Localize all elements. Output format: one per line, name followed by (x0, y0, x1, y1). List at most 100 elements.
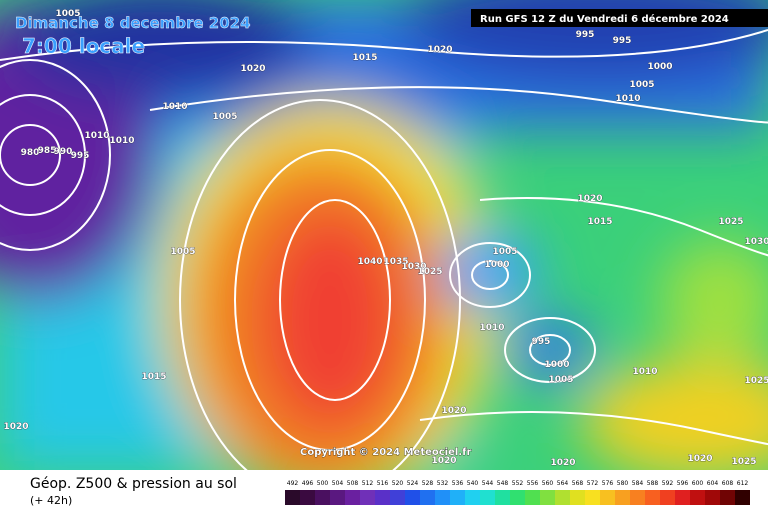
caption: Géop. Z500 & pression au sol (30, 476, 237, 492)
isobar-label: 1020 (577, 194, 602, 204)
scale-label: 604 (707, 480, 719, 487)
isobar-label: 1015 (141, 372, 166, 382)
scale-swatch (645, 490, 660, 505)
scale-label: 492 (287, 480, 299, 487)
scale-swatch (525, 490, 540, 505)
scale-swatch (510, 490, 525, 505)
scale-label: 520 (392, 480, 404, 487)
scale-label: 560 (542, 480, 554, 487)
scale-label: 528 (422, 480, 434, 487)
scale-label: 536 (452, 480, 464, 487)
scale-swatch (615, 490, 630, 505)
scale-label: 524 (407, 480, 419, 487)
scale-swatch (600, 490, 615, 505)
isobar-label: 985 (38, 146, 57, 156)
map: 1005102010151020995995100010051010101010… (0, 0, 768, 470)
isobar-label: 1025 (718, 217, 743, 227)
isobar-label: 995 (71, 151, 90, 161)
copyright: Copyright © 2024 Meteociel.fr (300, 447, 471, 458)
scale-swatch (390, 490, 405, 505)
scale-label: 504 (332, 480, 344, 487)
scale-swatch (405, 490, 420, 505)
scale-label: 496 (302, 480, 314, 487)
scale-swatch (660, 490, 675, 505)
scale-label: 552 (512, 480, 524, 487)
scale-label: 588 (647, 480, 659, 487)
run-box (471, 9, 768, 27)
isobar-label: 1025 (744, 376, 768, 386)
isobar-label: 1035 (383, 257, 408, 267)
isobar-label: 1020 (687, 454, 712, 464)
isobar-label: 995 (576, 30, 595, 40)
scale-label: 568 (572, 480, 584, 487)
isobar-label: 1020 (431, 456, 456, 466)
isobar-label: 1010 (479, 323, 504, 333)
scale-label: 584 (632, 480, 644, 487)
scale-swatch (720, 490, 735, 505)
scale-label: 572 (587, 480, 599, 487)
scale-swatch (300, 490, 315, 505)
isobar-label: 1000 (544, 360, 569, 370)
date: Dimanche 8 decembre 2024 (15, 14, 251, 32)
isobar-label: 1020 (240, 64, 265, 74)
scale-label: 540 (467, 480, 479, 487)
isobar-label: 1020 (550, 458, 575, 468)
isobar-label: 1020 (441, 406, 466, 416)
scale-label: 556 (527, 480, 539, 487)
isobar-label: 1010 (162, 102, 187, 112)
scale-label: 516 (377, 480, 389, 487)
isobar-label: 1040 (357, 257, 382, 267)
isobar-label: 995 (532, 337, 551, 347)
scale-label: 608 (722, 480, 734, 487)
scale-swatch (555, 490, 570, 505)
scale-swatch (630, 490, 645, 505)
isobar-label: 1015 (352, 53, 377, 63)
isobar-label: 1020 (3, 422, 28, 432)
isobar-label: 990 (54, 147, 73, 157)
scale-swatch (345, 490, 360, 505)
isobar-label: 1005 (492, 247, 517, 257)
scale-label: 544 (482, 480, 494, 487)
scale-swatch (495, 490, 510, 505)
isobar-label: 1015 (587, 217, 612, 227)
isobar-label: 1010 (109, 136, 134, 146)
scale-label: 580 (617, 480, 629, 487)
isobar-label: 1000 (647, 62, 672, 72)
isobar-label: 1005 (170, 247, 195, 257)
isobar-label: 980 (21, 148, 40, 158)
scale-swatch (465, 490, 480, 505)
run-info: Run GFS 12 Z du Vendredi 6 décembre 2024 (480, 13, 729, 25)
scale-swatch (285, 490, 300, 505)
isobar-label: 1000 (484, 260, 509, 270)
isobar-label: 1010 (632, 367, 657, 377)
isobar-label: 1025 (417, 267, 442, 277)
scale-label: 508 (347, 480, 359, 487)
scale-swatch (540, 490, 555, 505)
scale-swatch (435, 490, 450, 505)
scale-swatch (585, 490, 600, 505)
isobar-label: 1005 (548, 375, 573, 385)
scale-label: 600 (692, 480, 704, 487)
scale-label: 512 (362, 480, 374, 487)
scale-swatch (690, 490, 705, 505)
scale-label: 612 (737, 480, 749, 487)
scale-label: 596 (677, 480, 689, 487)
time: 7:00 locale (22, 34, 145, 58)
scale-swatch (570, 490, 585, 505)
scale-swatch (735, 490, 750, 505)
isobar-label: 1030 (744, 237, 768, 247)
scale-swatch (375, 490, 390, 505)
isobar-label: 995 (613, 36, 632, 46)
scale-swatch (450, 490, 465, 505)
isobar-label: 1010 (84, 131, 109, 141)
lead-time: (+ 42h) (30, 494, 72, 507)
scale-label: 564 (557, 480, 569, 487)
isobar-label: 1025 (731, 457, 756, 467)
scale-swatch (360, 490, 375, 505)
isobar-label: 1005 (55, 9, 80, 19)
scale-swatch (315, 490, 330, 505)
scale-swatch (480, 490, 495, 505)
isobar-label: 1030 (401, 262, 426, 272)
scale-label: 576 (602, 480, 614, 487)
